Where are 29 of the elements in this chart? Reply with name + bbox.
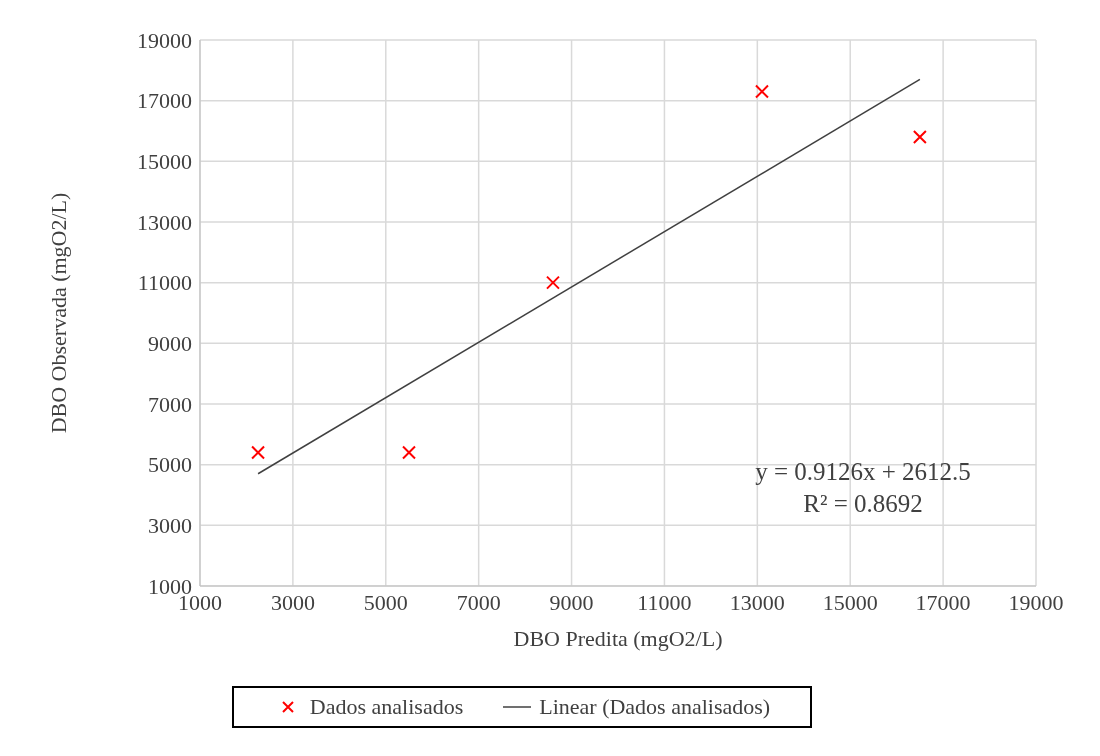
x-tick-label: 17000 — [915, 589, 971, 615]
x-tick-label: 11000 — [637, 589, 692, 615]
y-tick-label: 5000 — [148, 452, 192, 478]
y-tick-label: 15000 — [137, 149, 192, 175]
x-axis-title: DBO Predita (mgO2/L) — [513, 626, 723, 651]
annotation: R² = 0.8692 — [802, 489, 924, 519]
y-tick-label: 7000 — [148, 391, 192, 417]
x-tick-label: 19000 — [1008, 589, 1064, 615]
annotation: y = 0.9126x + 2612.5 — [754, 457, 972, 487]
point — [912, 130, 927, 145]
y-tick-label: 9000 — [148, 331, 192, 357]
legend-label: Linear (Dados analisados) — [539, 694, 771, 720]
x-tick-label: 3000 — [270, 589, 315, 615]
x-tick-label: 13000 — [729, 589, 785, 615]
point — [402, 445, 416, 460]
y-axis-title: DBO Observada (mgO2/L) — [45, 192, 71, 434]
legend-label: Dados analisados — [309, 694, 464, 720]
x-tick-label: 7000 — [456, 589, 501, 615]
x-tick-label: 15000 — [822, 589, 878, 615]
y-tick-label: 17000 — [137, 88, 192, 114]
y-tick-label: 19000 — [137, 27, 192, 53]
y-tick-label: 3000 — [148, 513, 192, 539]
x-tick-label: 5000 — [363, 589, 408, 615]
x-tick-label: 9000 — [549, 589, 594, 615]
y-tick-label: 13000 — [137, 209, 192, 235]
point — [754, 84, 769, 99]
point — [545, 275, 560, 290]
point — [251, 445, 266, 460]
y-tick-label: 11000 — [137, 270, 192, 296]
